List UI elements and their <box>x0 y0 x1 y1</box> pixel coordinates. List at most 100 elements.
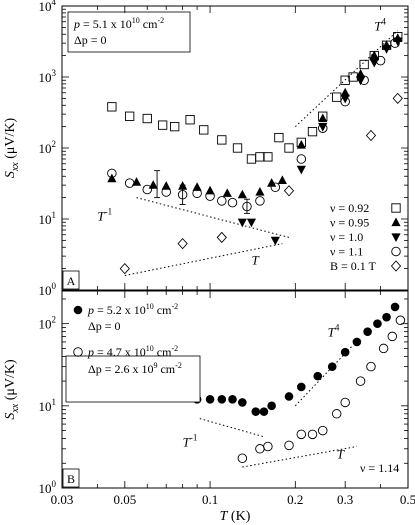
data-point <box>205 191 215 201</box>
y-tick-exp: 0 <box>52 479 57 489</box>
legend-marker <box>391 233 401 242</box>
data-point <box>217 395 227 404</box>
data-point <box>373 319 382 328</box>
data-point <box>340 397 350 408</box>
legend-label: ν = 1.0 <box>330 230 363 244</box>
data-point <box>355 69 366 78</box>
y-tick-base: 10 <box>39 317 52 332</box>
guide-label: T <box>337 446 345 461</box>
y-tick-exp: 3 <box>52 68 57 78</box>
y-tick-label: 103 <box>39 68 57 85</box>
data-point <box>237 189 247 199</box>
data-point <box>217 196 227 206</box>
guide-label: T-1 <box>97 207 112 224</box>
data-point <box>318 113 328 123</box>
data-point <box>352 337 362 347</box>
data-point <box>340 75 350 85</box>
guide-label: T-1 <box>183 433 198 450</box>
legend-label: ν = 1.1 <box>330 245 363 259</box>
y-tick-label: 100 <box>39 479 57 496</box>
data-point <box>355 376 366 386</box>
data-point <box>255 152 265 162</box>
x-tick-label: 0.05 <box>113 492 136 507</box>
data-point <box>355 76 366 86</box>
legend-marker <box>391 217 401 227</box>
data-point <box>267 178 277 187</box>
data-point <box>238 398 247 407</box>
plot-frame <box>61 290 409 489</box>
y-tick-label: 100 <box>39 281 57 298</box>
data-point <box>178 181 188 190</box>
data-point <box>216 231 227 244</box>
data-point <box>246 218 257 228</box>
data-point <box>366 361 376 372</box>
y-tick-exp: 1 <box>52 397 57 407</box>
data-point <box>369 50 379 60</box>
legend-marker <box>73 305 83 315</box>
nu-label: ν = 1.14 <box>360 461 399 475</box>
data-point <box>217 135 227 145</box>
data-point <box>359 75 369 85</box>
data-point <box>242 201 252 212</box>
y-tick-base: 10 <box>39 399 52 414</box>
legend-marker <box>390 260 402 272</box>
data-point <box>107 102 117 112</box>
data-point <box>340 94 350 104</box>
power-law-guide <box>294 30 399 127</box>
panel-label: B <box>67 472 75 486</box>
data-point <box>192 182 202 191</box>
data-point <box>199 125 209 135</box>
data-point <box>124 178 135 188</box>
panel-label-box <box>62 270 80 290</box>
legend-label: ν = 0.92 <box>330 201 369 215</box>
guide-label: T <box>251 252 259 267</box>
data-point <box>378 343 389 354</box>
data-point <box>382 312 391 322</box>
y-tick-base: 10 <box>39 481 52 496</box>
x-axis-label: T (K) <box>220 509 251 524</box>
legend-box <box>65 355 201 403</box>
y-tick-exp: 0 <box>52 281 57 291</box>
data-point <box>185 115 195 125</box>
data-point <box>232 143 243 153</box>
data-point <box>318 425 328 436</box>
data-point <box>119 262 130 275</box>
data-point <box>340 347 350 357</box>
power-law-guide <box>242 446 357 468</box>
power-law-guide <box>124 243 283 276</box>
data-point <box>148 180 158 189</box>
power-law-guide <box>136 197 290 238</box>
info-box <box>67 11 191 53</box>
data-point <box>348 72 358 82</box>
y-tick-label: 104 <box>39 0 57 14</box>
y-tick-exp: 4 <box>52 0 57 7</box>
data-point <box>296 429 307 440</box>
data-point <box>107 168 117 179</box>
y-axis-label: Sxx (μV/K) <box>3 359 21 420</box>
data-point <box>387 331 398 342</box>
data-point <box>255 196 265 206</box>
data-point <box>318 123 328 133</box>
data-point <box>307 126 318 137</box>
legend-marker <box>391 203 401 213</box>
data-point <box>255 444 265 454</box>
data-point <box>284 440 294 451</box>
data-point <box>222 188 232 197</box>
data-point <box>177 189 188 200</box>
data-point <box>284 143 294 153</box>
data-point <box>296 165 306 175</box>
panel-label: A <box>67 274 76 288</box>
legend-label: p = 4.7 x 1010 cm-2 <box>87 344 178 359</box>
data-point <box>395 315 406 326</box>
data-point <box>228 395 237 404</box>
data-point <box>237 218 247 228</box>
legend-label: p = 5.2 x 1010 cm-2 <box>87 302 178 317</box>
legend-label: Δp = 0 <box>88 319 120 333</box>
data-point <box>363 327 372 336</box>
data-point <box>237 453 248 464</box>
data-point <box>255 187 265 196</box>
guide-label: T4 <box>328 322 340 339</box>
